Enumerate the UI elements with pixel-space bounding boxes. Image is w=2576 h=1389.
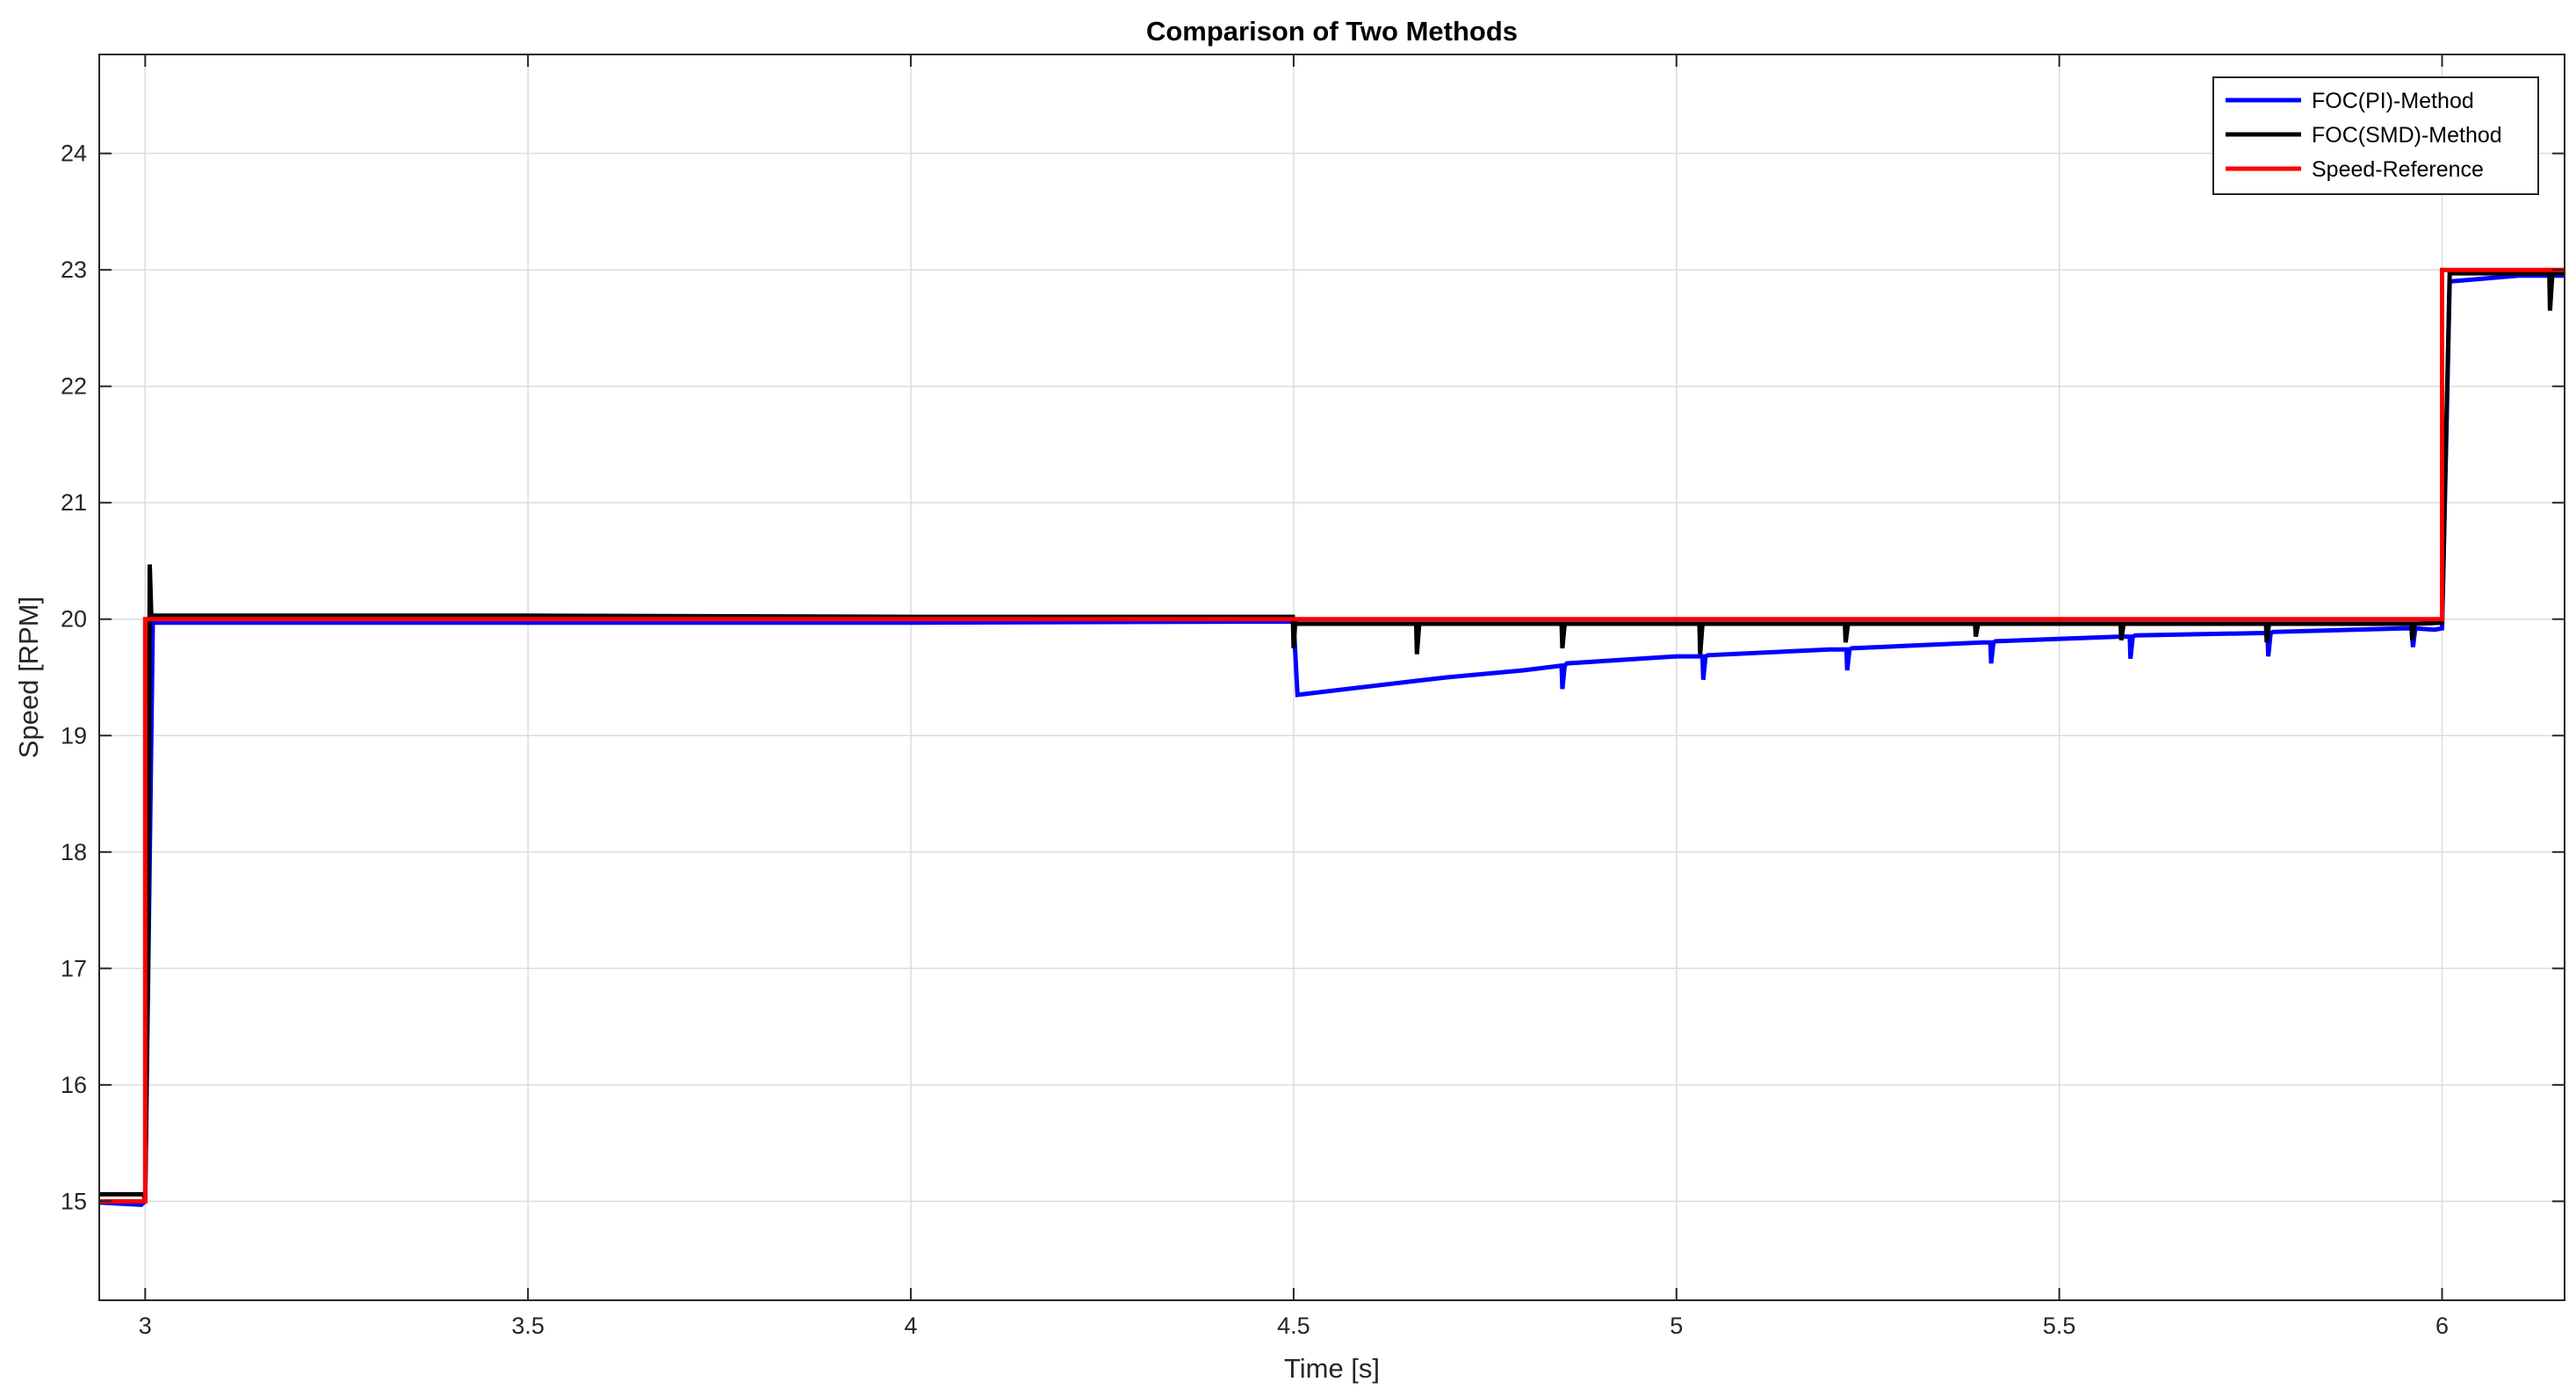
x-tick-label: 4.5 [1277,1313,1310,1339]
y-tick-label: 16 [61,1072,87,1098]
x-tick-label: 6 [2435,1313,2449,1339]
plot-area-frame [98,54,2565,1301]
x-axis-label: Time [s] [1284,1353,1380,1384]
series-line-speed-reference [99,267,2565,1204]
chart-title: Comparison of Two Methods [1146,16,1518,47]
y-tick-label: 17 [61,955,87,981]
y-tick-label: 18 [61,839,87,865]
series-layer [99,267,2565,1207]
series-line-foc-pi-method [99,273,2565,1207]
y-tick-label: 15 [61,1188,87,1214]
legend-label: FOC(SMD)-Method [2312,123,2502,148]
y-axis-label: Speed [RPM] [13,597,44,758]
legend-label: Speed-Reference [2312,157,2484,182]
legend: FOC(PI)-Method FOC(SMD)-Method Speed-Refer… [2212,76,2539,195]
x-tick-label: 4 [905,1313,918,1339]
y-tick-label: 24 [61,141,87,167]
axis-ticks: 3 3.5 4 4.5 5 5.5 6 15 16 17 18 19 20 21 22 23 24 [61,54,2565,1339]
y-tick-label: 21 [61,489,87,516]
series-line-foc-smd-method [99,271,2565,1202]
x-tick-label: 3 [139,1313,152,1339]
x-tick-label: 5 [1670,1313,1683,1339]
y-tick-label: 23 [61,257,87,283]
y-tick-label: 22 [61,373,87,400]
y-tick-label: 19 [61,722,87,749]
x-tick-label: 5.5 [2043,1313,2076,1339]
legend-label: FOC(PI)-Method [2312,89,2474,113]
y-tick-label: 20 [61,606,87,633]
x-tick-label: 3.5 [511,1313,545,1339]
